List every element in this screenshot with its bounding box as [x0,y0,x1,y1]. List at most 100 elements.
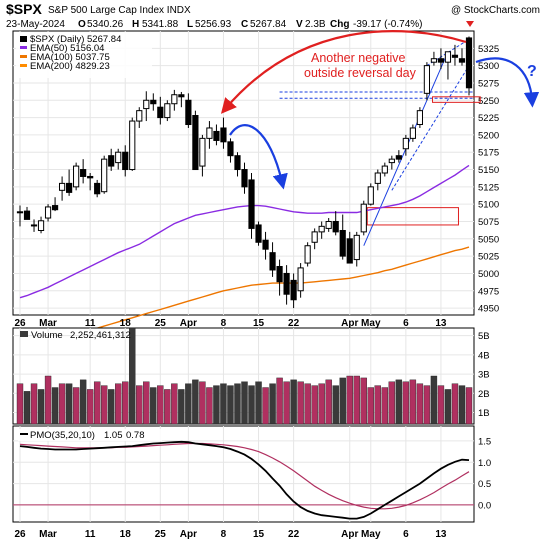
candle [269,242,276,277]
price-tick-label: 4975 [478,286,499,297]
x-tick-label-bottom: 15 [253,529,265,540]
x-tick-label-top: 8 [221,318,227,329]
candle-body [192,115,199,171]
candle-body [44,206,52,219]
volume-bar [206,387,213,425]
red-arc-arrow [220,30,467,114]
candle-body [430,58,438,63]
volume-bar [395,379,403,425]
legend-price: $SPX (Daily) 5267.84 [30,34,121,45]
x-tick-label-bottom: Apr [341,529,358,540]
x-tick-label-bottom: 18 [120,529,132,540]
annotation-line1: Another negative [311,51,406,65]
x-tick-label-bottom: 8 [221,529,227,540]
candle-body [339,229,346,257]
candle-body [360,203,367,233]
candle [241,162,248,194]
candle-body [51,205,59,211]
candle [206,121,213,149]
volume-bar [23,391,31,425]
volume-bar [65,383,73,425]
candle-body [395,155,402,160]
index-name: S&P 500 Large Cap Index INDX [48,5,191,16]
annotation-line2: outside reversal day [304,66,417,80]
candle [44,204,52,222]
volume-bar [51,387,59,425]
candle-body [164,103,171,119]
candle-body [353,234,360,261]
volume-tick-label: 1B [478,408,490,419]
volume-bar [465,387,473,425]
x-tick-label-bottom: 11 [85,529,96,540]
candle-body [381,165,388,174]
x-tick-label-top: 6 [403,318,409,329]
candle [430,51,438,66]
candle [276,259,283,296]
candle [185,93,192,128]
candle-body [94,182,101,195]
candle [122,145,129,177]
x-tick-label-bottom: 13 [435,529,447,540]
legend-ema100-swatch [20,55,27,58]
price-tick-label: 5175 [478,148,499,159]
candle-body [129,120,136,171]
volume-bar [100,385,108,425]
candle-body [108,155,115,167]
candle [416,107,423,128]
pmo-tick-label: 0.0 [478,500,491,511]
candle-body [30,224,38,227]
candle [325,218,332,232]
candle-body [73,165,80,188]
volume-bar [248,385,255,425]
highlight-box [432,96,481,103]
volume-bar [241,381,248,425]
candle-body [458,58,466,63]
candle-body [451,54,459,58]
candle-body [213,130,220,141]
candle-body [346,238,353,264]
price-tick-label: 5225 [478,113,499,124]
pmo-lines [19,440,470,520]
x-tick-label-top: 15 [253,318,265,329]
volume-bar [150,387,157,425]
candle [381,162,388,177]
candle [255,221,262,246]
candle [37,216,45,234]
candle-body [248,179,255,229]
candle-body [437,58,445,63]
candle-body [374,172,381,184]
blue-arrow-right [475,57,540,108]
candle [262,231,269,260]
pmo-tick-label: 0.5 [478,479,491,490]
volume-bar [108,389,115,425]
candle-body [16,211,24,214]
volume-bar [192,379,199,425]
x-tick-label-top: 18 [120,318,132,329]
candle [304,242,311,267]
candle-body [178,94,185,98]
candle [143,91,150,122]
candle [73,162,80,191]
candle-body [297,267,304,292]
candle-body [276,266,283,283]
x-tick-label-top: 25 [155,318,167,329]
candle [108,148,115,171]
volume-bar [374,385,381,425]
volume-value-hdr: 2.3B [305,19,326,30]
candle-body [87,175,94,179]
x-tick-label-top: Apr [341,318,358,329]
price-tick-label: 5000 [478,269,499,280]
candle [388,155,395,170]
candle-body [101,158,108,193]
candle-body [311,231,318,243]
volume-legend-name: Volume [31,330,63,341]
blue-arrow-left [229,124,288,190]
x-tick-label-top: 13 [435,318,447,329]
candle-body [58,182,66,191]
candle [171,89,178,111]
volume-bar [234,383,241,425]
volume-bar [360,377,367,425]
low-label: L [187,19,193,30]
price-tick-label: 5125 [478,182,499,193]
candle [80,159,87,184]
